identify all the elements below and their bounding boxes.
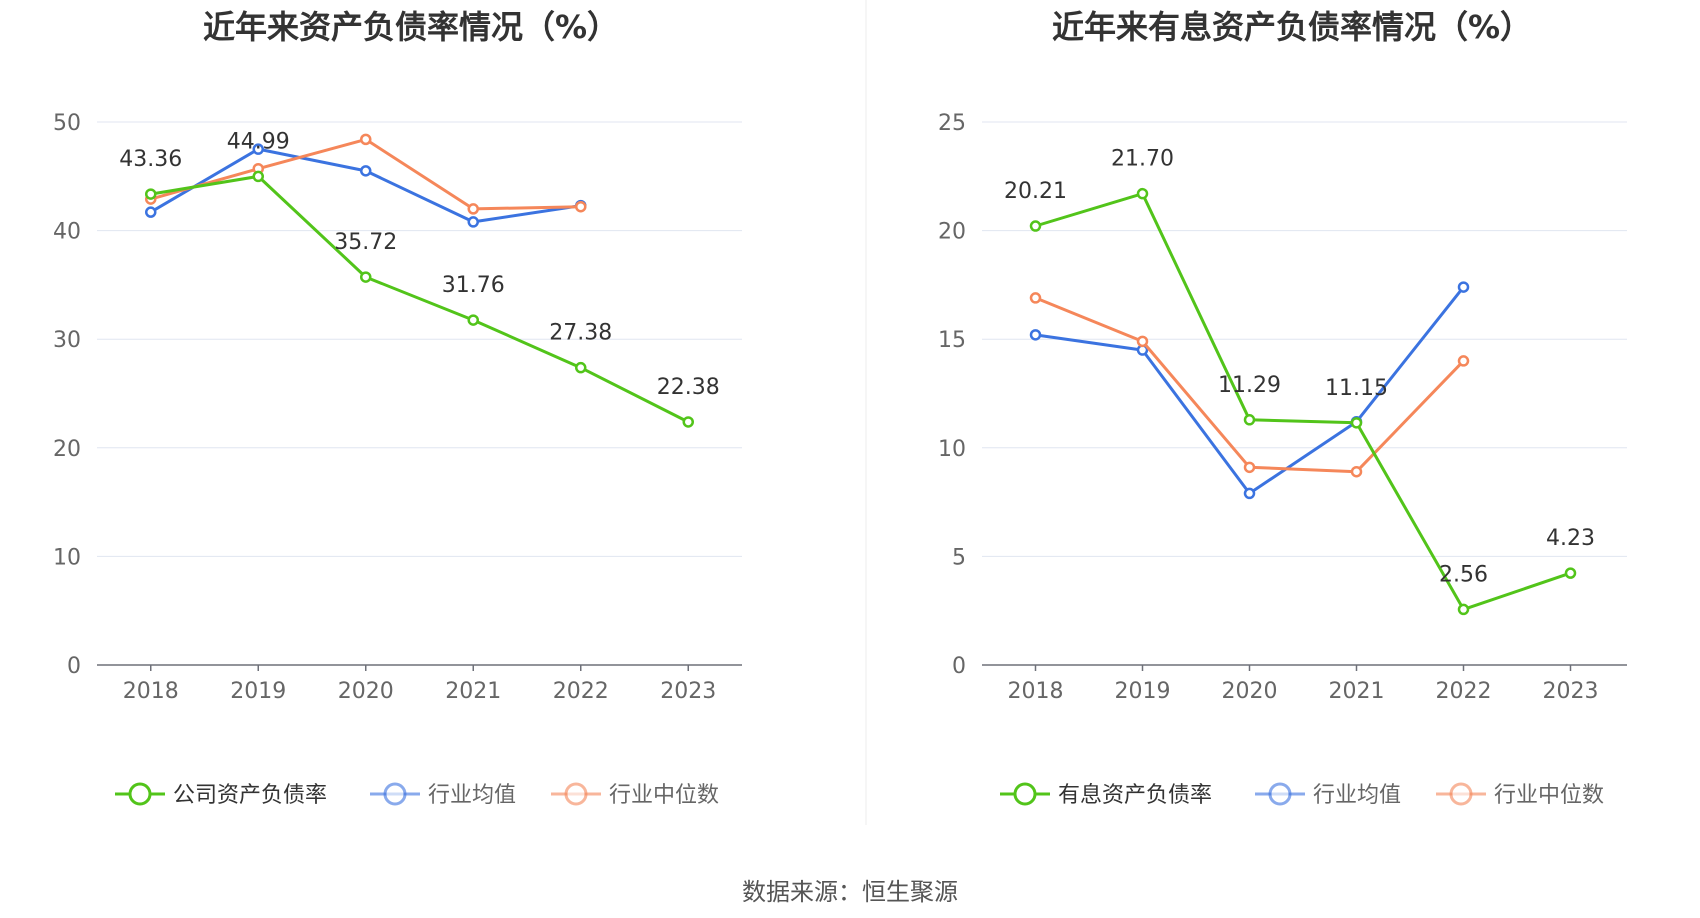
- legend-marker: [383, 782, 407, 806]
- data-point-0: [1564, 567, 1577, 579]
- x-tick-label: 2020: [338, 679, 394, 704]
- legend-label: 行业中位数: [609, 783, 719, 808]
- data-label: 27.38: [549, 321, 612, 346]
- y-tick-label: 30: [53, 328, 81, 353]
- data-label: 4.23: [1546, 526, 1595, 551]
- data-label: 43.36: [119, 147, 182, 172]
- series-line-1: [150, 147, 582, 224]
- data-label: 11.15: [1325, 376, 1388, 401]
- data-point-2: [1457, 355, 1470, 367]
- data-label: 35.72: [334, 230, 397, 255]
- x-tick-label: 2019: [230, 679, 286, 704]
- y-tick-label: 15: [938, 328, 966, 353]
- y-tick-label: 20: [53, 437, 81, 462]
- y-tick-label: 0: [67, 654, 81, 679]
- legend-label: 有息资产负债率: [1058, 783, 1212, 808]
- x-tick-label: 2019: [1115, 679, 1171, 704]
- data-label: 22.38: [657, 375, 720, 400]
- legend-marker: [564, 782, 588, 806]
- data-point-0: [360, 271, 372, 283]
- x-tick-label: 2023: [660, 679, 716, 704]
- data-label: 2.56: [1439, 562, 1488, 587]
- legend-marker: [128, 782, 152, 806]
- data-point-1: [1029, 329, 1042, 341]
- data-point-2: [1350, 465, 1363, 478]
- legend-label: 行业均值: [428, 783, 516, 808]
- y-tick-label: 25: [938, 111, 966, 136]
- data-point-1: [252, 143, 264, 155]
- data-point-0: [1350, 417, 1363, 429]
- data-point-1: [1243, 487, 1256, 500]
- legend-label: 行业均值: [1313, 783, 1401, 808]
- legend-marker: [1268, 782, 1292, 806]
- legend-marker: [1449, 782, 1473, 806]
- data-point-2: [360, 133, 372, 146]
- data-label: 11.29: [1218, 373, 1281, 398]
- data-point-0: [467, 314, 479, 326]
- chart-title: 近年来有息资产负债率情况（%）: [1052, 8, 1532, 46]
- data-point-2: [1029, 292, 1042, 304]
- data-point-1: [1457, 281, 1470, 293]
- series-line-0: [1035, 192, 1571, 611]
- data-label: 20.21: [1004, 179, 1067, 204]
- x-tick-label: 2021: [1329, 679, 1385, 704]
- y-tick-label: 50: [53, 111, 81, 136]
- data-point-1: [145, 206, 157, 218]
- x-tick-label: 2018: [1008, 679, 1064, 704]
- y-tick-label: 10: [938, 437, 966, 462]
- data-point-2: [1243, 461, 1256, 474]
- data-point-0: [1457, 603, 1470, 616]
- data-point-0: [252, 170, 264, 183]
- x-tick-label: 2021: [445, 679, 501, 704]
- x-tick-label: 2023: [1543, 679, 1599, 704]
- legend-label: 行业中位数: [1494, 783, 1604, 808]
- y-tick-label: 40: [53, 220, 81, 245]
- chart-debt-ratio: 近年来资产负债率情况（%） 0 10 20 30 40 50 2018 2019 2020 2021…: [53, 8, 742, 808]
- legend-label: 公司资产负债率: [173, 783, 327, 808]
- data-point-0: [1243, 414, 1256, 426]
- data-point-0: [145, 188, 157, 200]
- data-point-0: [1136, 187, 1149, 200]
- y-tick-label: 20: [938, 220, 966, 245]
- y-tick-label: 0: [952, 654, 966, 679]
- y-tick-label: 5: [952, 545, 966, 570]
- series-line-0: [150, 174, 689, 424]
- x-tick-label: 2022: [1436, 679, 1492, 704]
- data-point-2: [467, 203, 479, 215]
- data-point-1: [467, 216, 479, 228]
- chart-interest-bearing-debt-ratio: 近年来有息资产负债率情况（%） 0 5 10 15 20 25 2018 2019 2020 202…: [938, 8, 1627, 808]
- chart-title: 近年来资产负债率情况（%）: [203, 8, 619, 46]
- data-point-0: [682, 416, 694, 428]
- source-note: 数据来源：恒生聚源: [742, 878, 958, 906]
- x-tick-label: 2020: [1222, 679, 1278, 704]
- data-label: 21.70: [1111, 147, 1174, 172]
- x-tick-label: 2018: [123, 679, 179, 704]
- data-point-2: [1136, 335, 1149, 348]
- data-point-0: [575, 361, 587, 374]
- data-point-0: [1029, 220, 1042, 232]
- data-point-2: [575, 200, 587, 213]
- legend-marker: [1013, 782, 1037, 806]
- y-tick-label: 10: [53, 545, 81, 570]
- data-point-1: [360, 165, 372, 177]
- data-label: 44.99: [227, 129, 290, 154]
- data-label: 31.76: [442, 273, 505, 298]
- x-tick-label: 2022: [553, 679, 609, 704]
